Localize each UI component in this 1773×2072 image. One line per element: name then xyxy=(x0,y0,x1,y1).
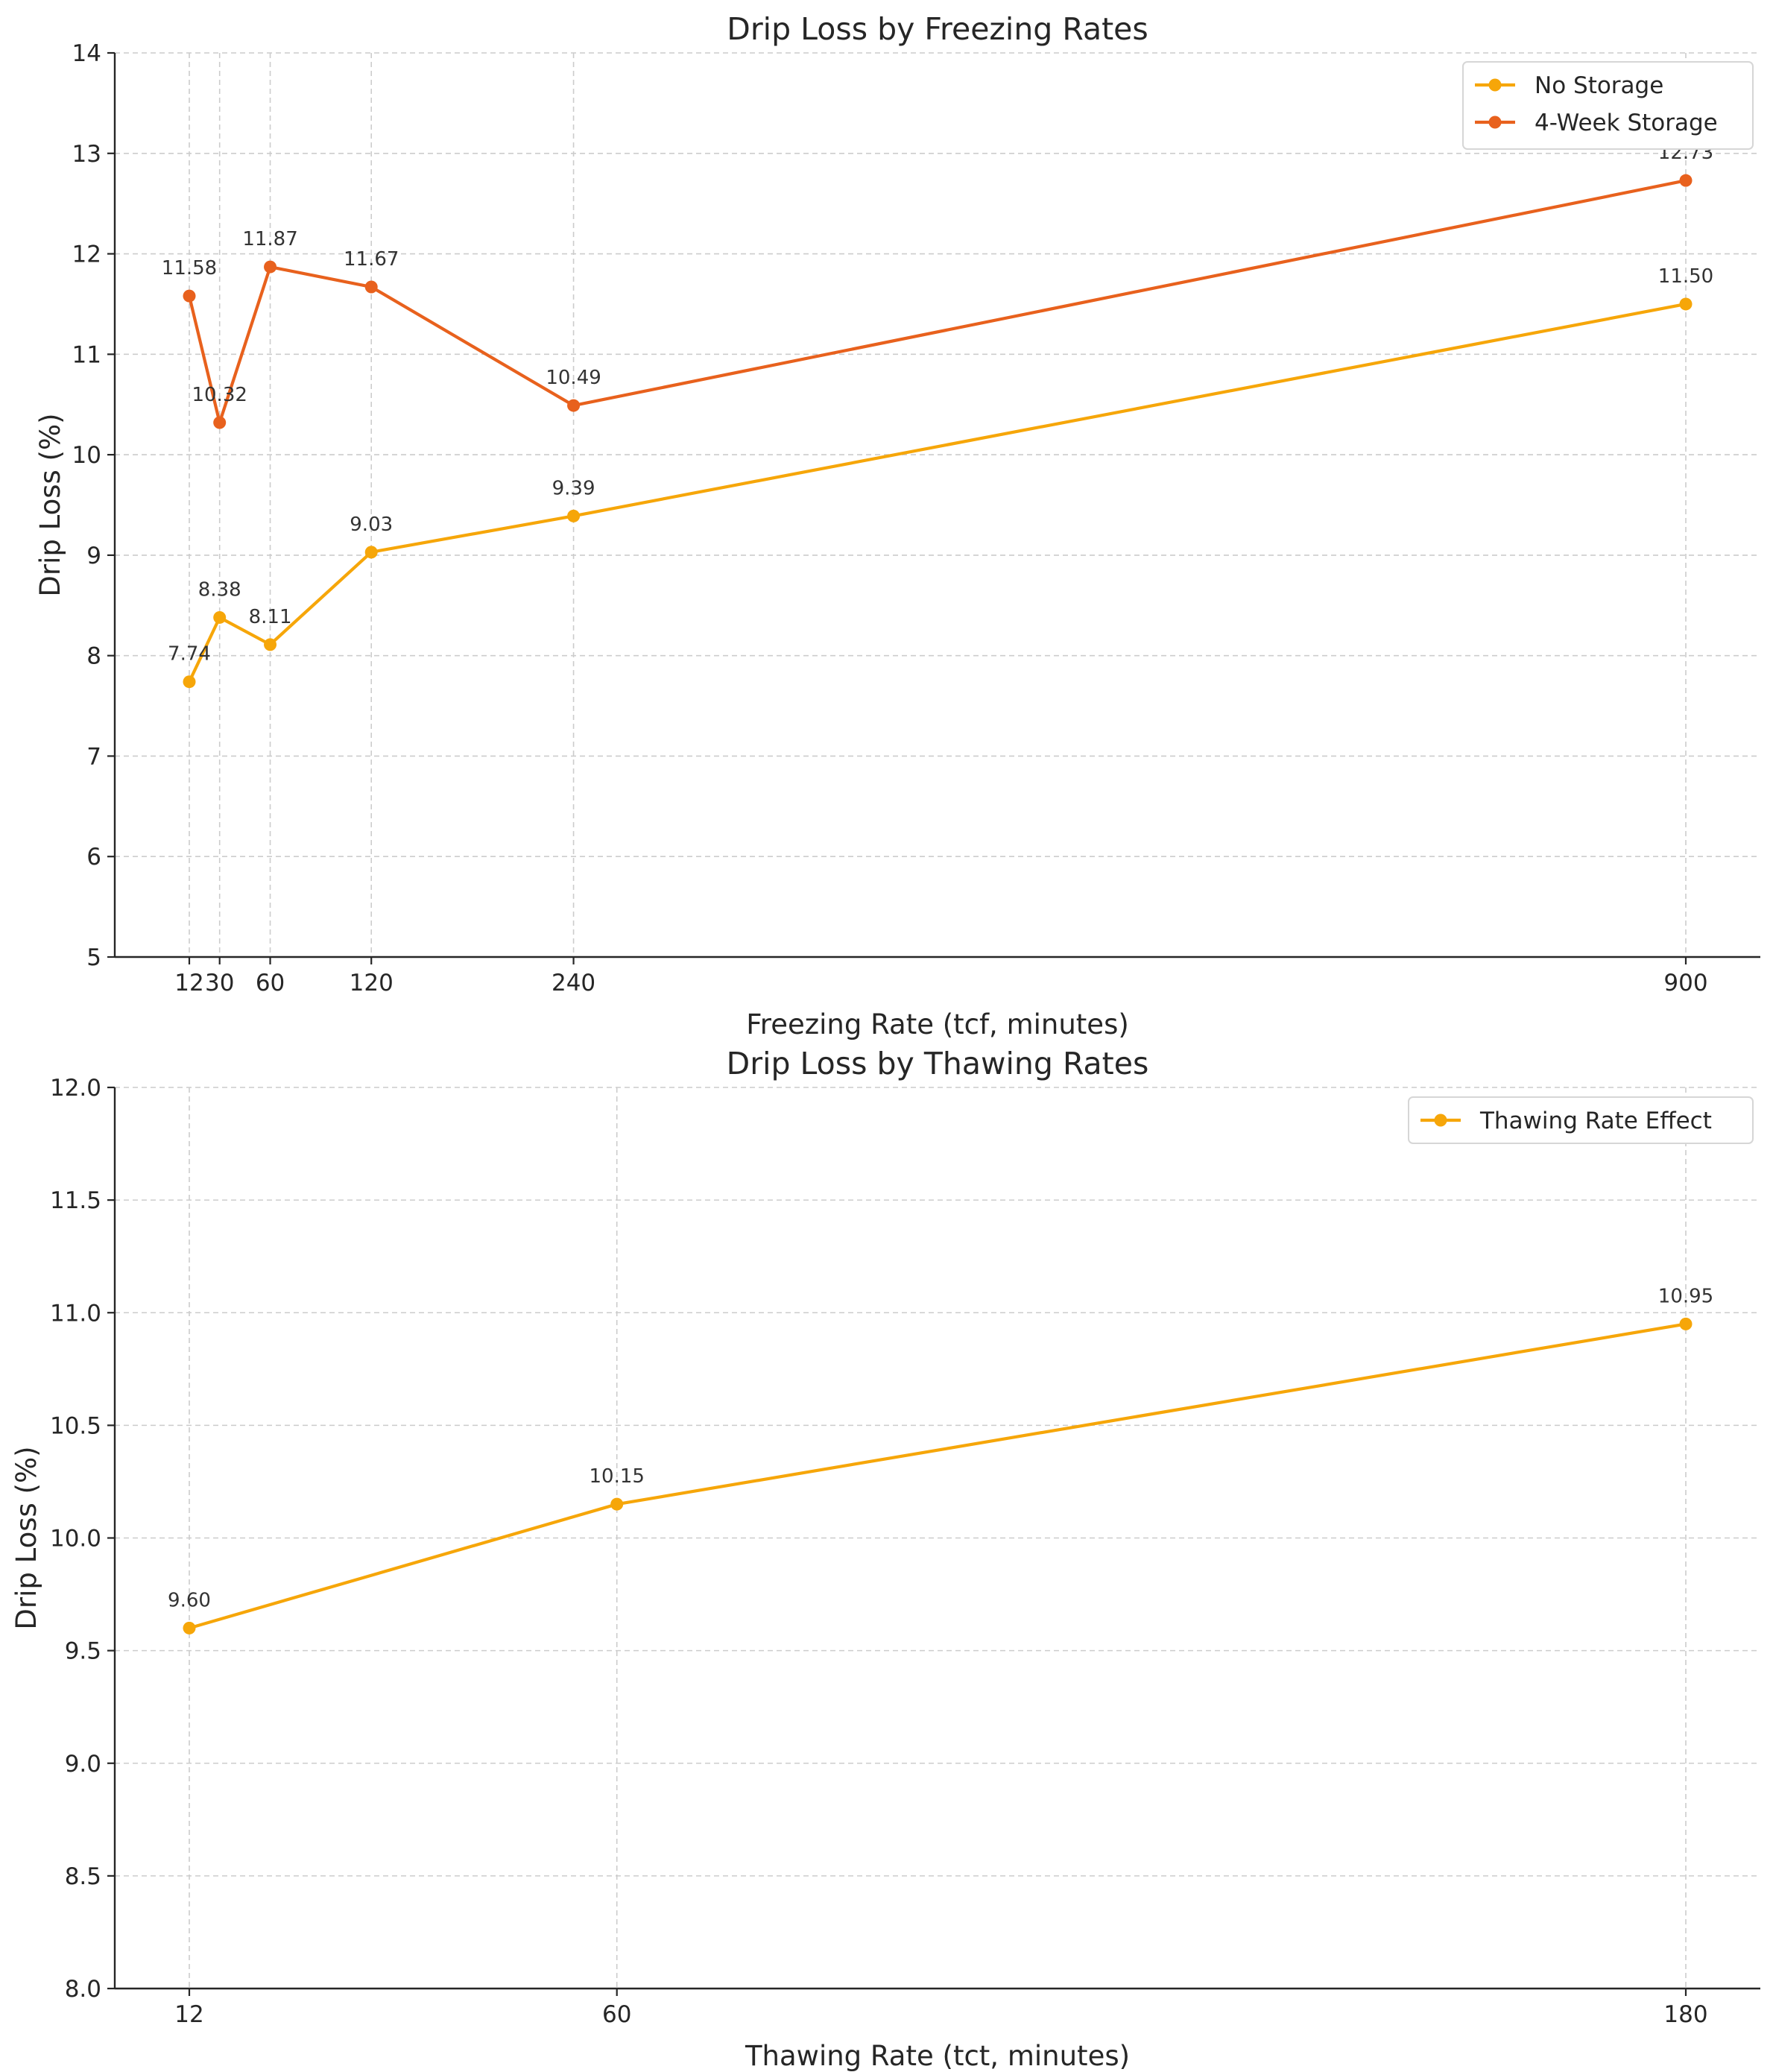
x-tick-label: 12 xyxy=(174,2001,203,2028)
data-point xyxy=(1679,174,1693,187)
legend-label: Thawing Rate Effect xyxy=(1479,1108,1712,1134)
data-label: 11.50 xyxy=(1658,265,1713,288)
data-point xyxy=(213,416,227,429)
y-tick-label: 10.5 xyxy=(50,1412,101,1439)
y-tick-label: 5 xyxy=(86,944,101,971)
data-label: 11.87 xyxy=(242,228,297,250)
data-point xyxy=(610,1497,624,1511)
data-point xyxy=(264,260,277,274)
data-label: 9.39 xyxy=(552,477,595,499)
x-tick-label: 240 xyxy=(552,970,595,996)
data-label: 7.74 xyxy=(168,643,211,666)
data-point xyxy=(213,610,227,624)
data-point xyxy=(567,509,581,522)
thawing-chart-panel: 8.0 8.5 9.0 9.5 10.0 10.5 11.0 11.5 12.0 12 60 180 D… xyxy=(10,1046,1760,2072)
y-tick-label: 11 xyxy=(72,341,101,368)
y-tick-label: 13 xyxy=(72,141,101,168)
legend-marker xyxy=(1488,116,1502,129)
data-label: 10.32 xyxy=(192,384,247,406)
data-point xyxy=(183,675,196,689)
data-label: 9.03 xyxy=(350,514,393,536)
x-tick-label: 180 xyxy=(1663,2001,1707,2028)
legend-label: No Storage xyxy=(1535,72,1663,99)
legend-marker xyxy=(1488,78,1502,92)
y-tick-label: 10.0 xyxy=(50,1526,101,1553)
data-label: 8.38 xyxy=(198,578,241,601)
x-tick-label: 60 xyxy=(602,2001,631,2028)
y-axis-label: Drip Loss (%) xyxy=(10,1446,42,1629)
chart-title: Drip Loss by Thawing Rates xyxy=(727,1046,1149,1081)
y-tick-label: 12 xyxy=(72,241,101,268)
y-tick-label: 9 xyxy=(86,543,101,569)
data-point xyxy=(364,280,378,294)
y-tick-label: 11.0 xyxy=(50,1300,101,1327)
series-line xyxy=(189,1322,1687,1630)
y-tick-label: 12.0 xyxy=(50,1075,101,1102)
legend-label: 4-Week Storage xyxy=(1535,110,1718,136)
x-tick-label: 30 xyxy=(205,970,234,996)
data-point xyxy=(1679,1317,1693,1330)
y-tick-label: 8 xyxy=(86,643,101,670)
series-line xyxy=(188,302,1687,683)
y-tick-label: 11.5 xyxy=(50,1187,101,1214)
y-tick-label: 10 xyxy=(72,442,101,469)
y-tick-label: 9.5 xyxy=(65,1638,101,1665)
legend-box xyxy=(1408,1096,1754,1144)
data-label: 9.60 xyxy=(168,1589,211,1611)
data-point xyxy=(567,399,581,412)
series-line xyxy=(187,179,1687,425)
data-point xyxy=(183,289,196,303)
x-tick-label: 60 xyxy=(256,970,285,996)
data-label: 11.58 xyxy=(162,257,217,279)
y-axis-label: Drip Loss (%) xyxy=(34,413,66,596)
data-point xyxy=(1679,297,1693,311)
data-label: 10.15 xyxy=(589,1465,644,1488)
legend-box xyxy=(1462,61,1754,150)
x-axis-label: Thawing Rate (tct, minutes) xyxy=(745,2040,1130,2072)
x-tick-label: 120 xyxy=(350,970,394,996)
data-label: 10.49 xyxy=(546,367,601,389)
y-tick-label: 7 xyxy=(86,743,101,770)
x-axis-label: Freezing Rate (tcf, minutes) xyxy=(746,1008,1129,1040)
data-point xyxy=(183,1621,196,1634)
chart-title: Drip Loss by Freezing Rates xyxy=(727,11,1148,47)
data-label: 11.67 xyxy=(344,248,399,271)
data-label: 10.95 xyxy=(1658,1285,1713,1307)
y-tick-label: 9.0 xyxy=(65,1751,101,1778)
x-tick-label: 900 xyxy=(1663,970,1707,996)
data-point xyxy=(264,638,277,651)
data-label: 8.11 xyxy=(249,606,292,628)
x-tick-label: 12 xyxy=(174,970,203,996)
y-tick-label: 6 xyxy=(86,844,101,871)
y-tick-label: 8.0 xyxy=(65,1976,101,2003)
legend-marker xyxy=(1434,1114,1447,1127)
data-point xyxy=(364,546,378,559)
y-tick-label: 14 xyxy=(72,40,101,67)
y-tick-label: 8.5 xyxy=(65,1863,101,1890)
